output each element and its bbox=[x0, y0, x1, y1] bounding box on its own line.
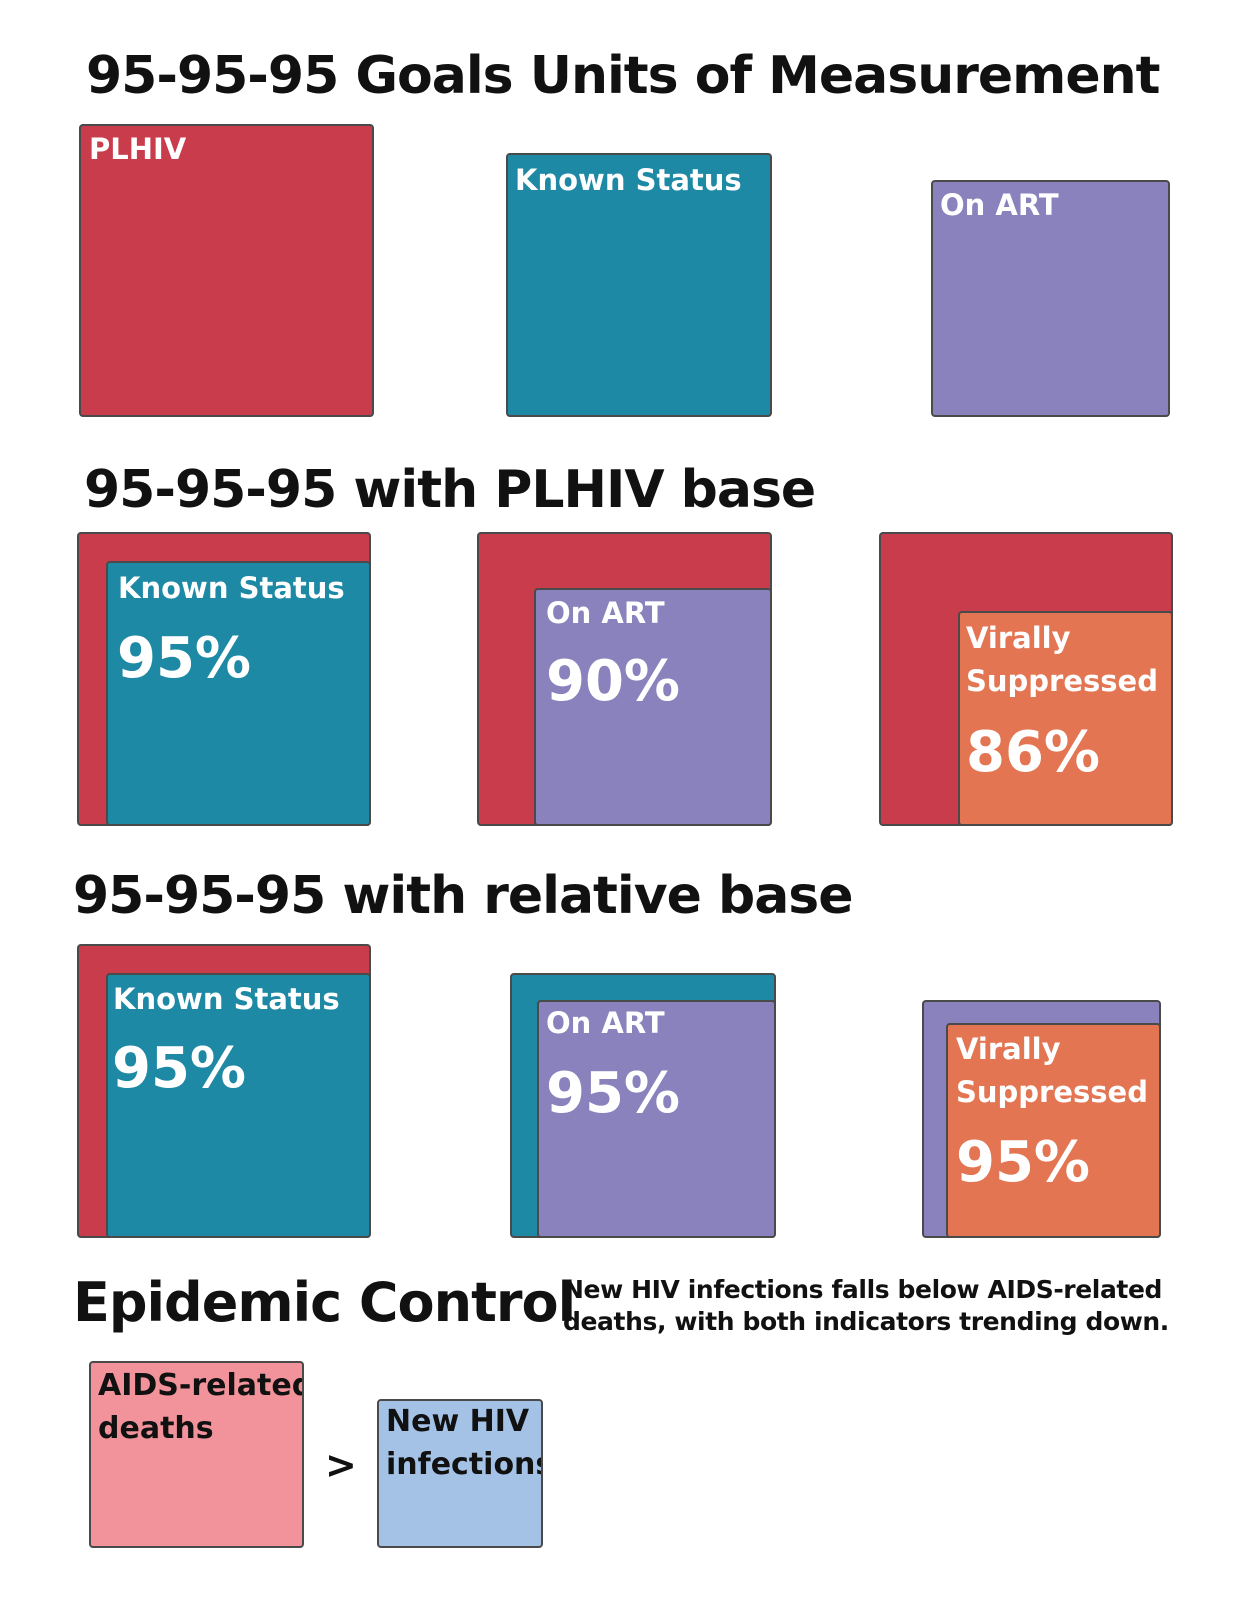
on-art-box-2: On ART 90% bbox=[534, 588, 772, 826]
greater-than-sign: > bbox=[325, 1443, 357, 1487]
on-art-percent-3: 95% bbox=[546, 1061, 681, 1126]
known-status-percent-2: 95% bbox=[117, 626, 252, 691]
virally-suppressed-percent-2: 86% bbox=[966, 720, 1101, 785]
new-infections-label-line1: New HIV bbox=[386, 1404, 530, 1439]
virally-suppressed-label-line2-2: Suppressed bbox=[966, 664, 1158, 698]
section4-title: Epidemic Control bbox=[73, 1271, 576, 1334]
epidemic-control-note-line2: deaths, with both indicators trending do… bbox=[563, 1307, 1169, 1336]
known-status-box-2: Known Status 95% bbox=[106, 561, 371, 826]
plhiv-box: PLHIV bbox=[79, 124, 374, 417]
new-infections-label-line2: infections bbox=[386, 1447, 543, 1482]
on-art-label-3: On ART bbox=[546, 1006, 665, 1040]
new-infections-box: New HIV infections bbox=[377, 1399, 543, 1548]
section1-title: 95-95-95 Goals Units of Measurement bbox=[86, 46, 1160, 106]
known-status-percent-3: 95% bbox=[112, 1036, 247, 1101]
virally-suppressed-label-line2-3: Suppressed bbox=[956, 1075, 1148, 1109]
known-status-box: Known Status bbox=[506, 153, 772, 417]
virally-suppressed-label-line1-3: Virally bbox=[956, 1032, 1061, 1066]
aids-deaths-box: AIDS-related deaths bbox=[89, 1361, 304, 1548]
known-status-label: Known Status bbox=[515, 163, 742, 197]
known-status-label-2: Known Status bbox=[118, 571, 345, 605]
section2-title: 95-95-95 with PLHIV base bbox=[84, 460, 816, 520]
section3-title: 95-95-95 with relative base bbox=[73, 866, 854, 926]
on-art-box-3: On ART 95% bbox=[537, 1000, 776, 1238]
virally-suppressed-box-3: Virally Suppressed 95% bbox=[946, 1023, 1161, 1238]
virally-suppressed-percent-3: 95% bbox=[956, 1130, 1091, 1195]
aids-deaths-label-line1: AIDS-related bbox=[98, 1368, 304, 1403]
on-art-label-2: On ART bbox=[546, 596, 665, 630]
epidemic-control-note-line1: New HIV infections falls below AIDS-rela… bbox=[563, 1275, 1163, 1304]
on-art-label: On ART bbox=[940, 188, 1059, 222]
plhiv-label: PLHIV bbox=[89, 132, 187, 166]
virally-suppressed-label-line1-2: Virally bbox=[966, 621, 1071, 655]
known-status-label-3: Known Status bbox=[113, 982, 340, 1016]
on-art-percent-2: 90% bbox=[546, 649, 681, 714]
on-art-box: On ART bbox=[931, 180, 1170, 417]
aids-deaths-label-line2: deaths bbox=[98, 1411, 214, 1446]
known-status-box-3: Known Status 95% bbox=[106, 973, 371, 1238]
virally-suppressed-box-2: Virally Suppressed 86% bbox=[958, 611, 1173, 826]
